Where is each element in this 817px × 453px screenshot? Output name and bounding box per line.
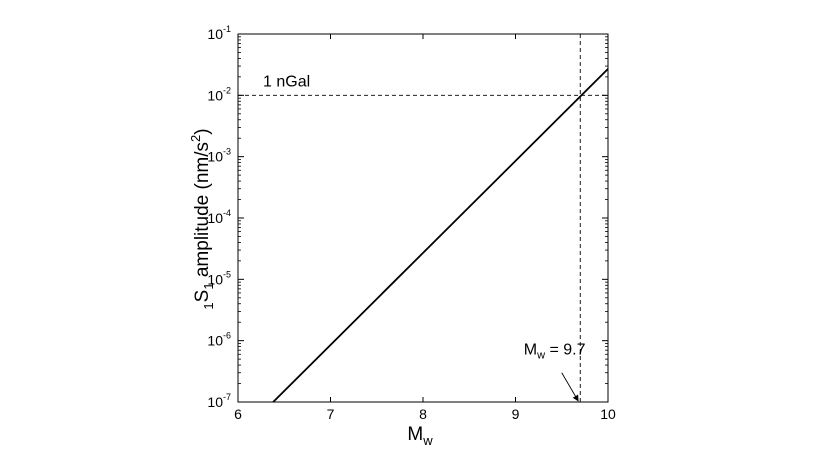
reference-line-label: 1 nGal [263, 73, 310, 90]
annotation-label-rest: = 9.7 [545, 342, 586, 359]
y-tick-label: 10-3 [207, 147, 231, 165]
x-tick-label: 6 [234, 406, 242, 422]
annotation-label-sub: w [536, 350, 545, 362]
y-tick-label-base: 10 [207, 87, 223, 103]
y-axis-label-sub: 1 [201, 282, 216, 289]
x-tick-label: 8 [419, 406, 427, 422]
series-line [272, 68, 609, 403]
y-axis-label-text: amplitude (nm/s [192, 142, 213, 282]
y-tick-label: 10-4 [207, 208, 231, 226]
y-axis-label-sup: 2 [188, 135, 203, 142]
x-axis-label: Mw [407, 424, 433, 448]
annotation-arrow [561, 372, 579, 402]
y-tick-label-base: 10 [207, 333, 223, 349]
y-tick-label-base: 10 [207, 26, 223, 42]
y-tick-label-exp: -6 [223, 331, 231, 341]
y-axis-label: 1S1 amplitude (nm/s2) [188, 128, 216, 309]
x-tick-label: 9 [512, 406, 520, 422]
y-tick-label: 10-7 [207, 392, 231, 410]
y-tick-label-base: 10 [207, 149, 223, 165]
annotation-label: Mw = 9.7 [524, 342, 586, 362]
y-tick-label-base: 10 [207, 271, 223, 287]
y-axis-label-main: S [192, 290, 213, 303]
y-tick-label-base: 10 [207, 210, 223, 226]
y-tick-label: 10-2 [207, 85, 231, 103]
y-tick-label-exp: -2 [223, 85, 231, 95]
y-tick-label-exp: -5 [223, 269, 231, 279]
y-tick-label-base: 10 [207, 394, 223, 410]
x-axis-label-main: M [407, 424, 423, 445]
y-tick-label: 10-6 [207, 331, 231, 349]
x-tick-label: 10 [600, 406, 616, 422]
annotation-label-main: M [524, 342, 537, 359]
y-tick-label-exp: -1 [223, 24, 231, 34]
y-tick-label-exp: -4 [223, 208, 231, 218]
y-tick-label: 10-5 [207, 269, 231, 287]
y-tick-label-exp: -7 [223, 392, 231, 402]
y-tick-label-exp: -3 [223, 147, 231, 157]
x-tick-label: 7 [327, 406, 335, 422]
x-axis-ticks: 6 7 8 9 10 [234, 34, 616, 422]
x-axis-label-sub: w [422, 433, 433, 448]
y-axis-label-pre-sub: 1 [201, 302, 216, 309]
y-tick-label: 10-1 [207, 24, 231, 42]
y-axis-ticks: 10-710-610-510-410-310-210-1 [207, 24, 608, 410]
y-axis-label-close: ) [192, 128, 213, 134]
